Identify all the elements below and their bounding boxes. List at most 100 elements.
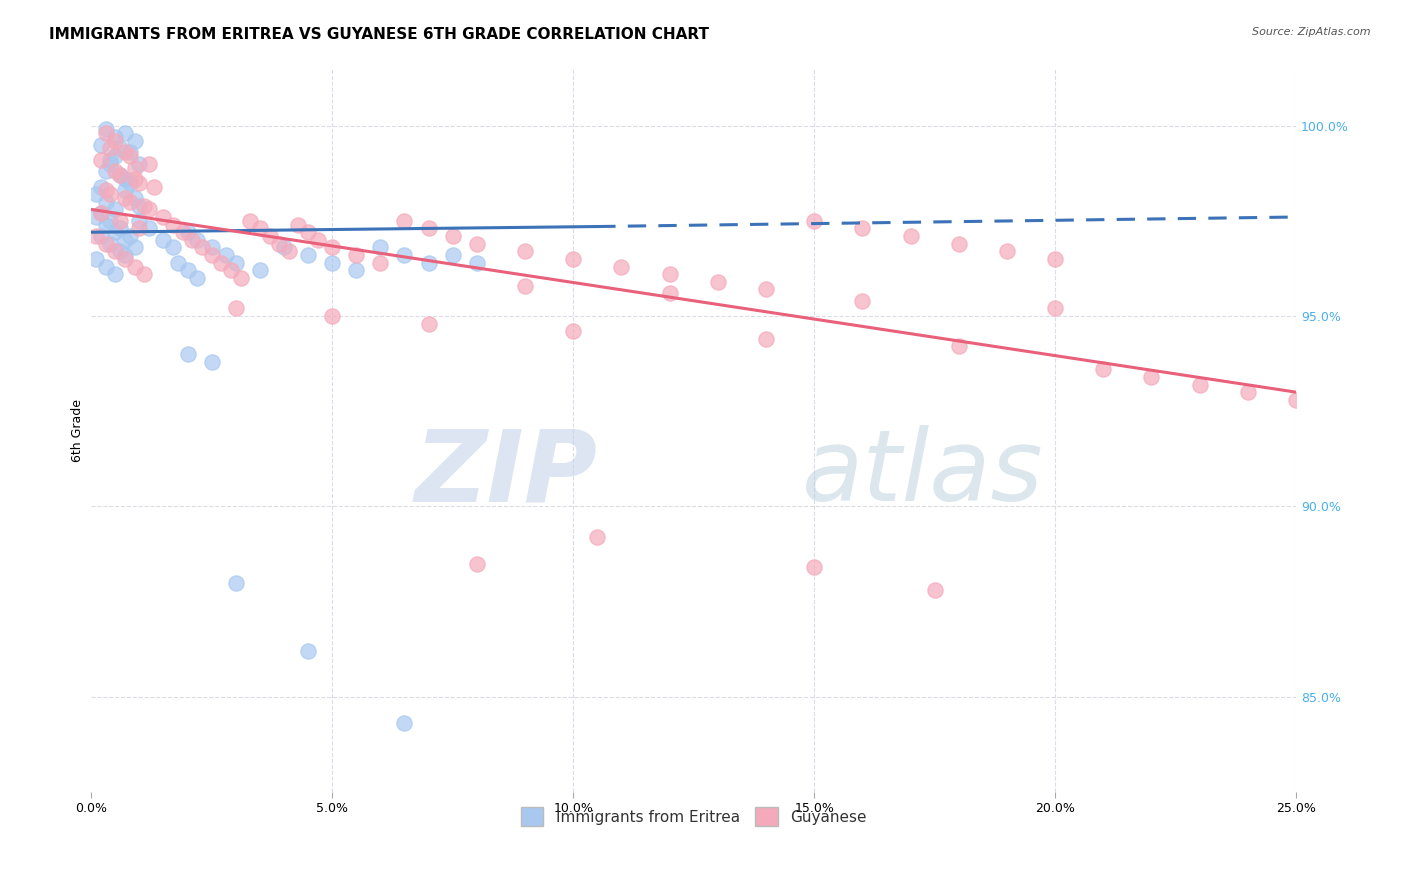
- Point: [94, 122, 117, 136]
- Point: [1140, 370, 1163, 384]
- Point: [277, 244, 299, 259]
- Point: [128, 157, 150, 171]
- Y-axis label: 6th Grade: 6th Grade: [72, 399, 84, 462]
- Point: [321, 256, 343, 270]
- Point: [128, 176, 150, 190]
- Point: [84, 187, 107, 202]
- Point: [219, 263, 242, 277]
- Point: [114, 172, 136, 186]
- Point: [104, 202, 127, 217]
- Point: [124, 191, 146, 205]
- Text: IMMIGRANTS FROM ERITREA VS GUYANESE 6TH GRADE CORRELATION CHART: IMMIGRANTS FROM ERITREA VS GUYANESE 6TH …: [49, 27, 709, 42]
- Point: [344, 248, 367, 262]
- Point: [321, 240, 343, 254]
- Point: [124, 134, 146, 148]
- Point: [100, 214, 122, 228]
- Point: [118, 145, 141, 160]
- Point: [586, 530, 609, 544]
- Point: [1043, 301, 1066, 316]
- Point: [1092, 362, 1115, 376]
- Point: [114, 126, 136, 140]
- Point: [924, 583, 946, 598]
- Point: [658, 267, 681, 281]
- Point: [297, 644, 319, 658]
- Point: [100, 153, 122, 167]
- Point: [209, 256, 232, 270]
- Point: [118, 176, 141, 190]
- Point: [191, 240, 214, 254]
- Point: [118, 229, 141, 244]
- Point: [948, 236, 970, 251]
- Point: [128, 198, 150, 212]
- Point: [152, 210, 174, 224]
- Point: [201, 354, 224, 368]
- Point: [90, 137, 112, 152]
- Point: [167, 256, 190, 270]
- Point: [114, 183, 136, 197]
- Text: ZIP: ZIP: [415, 425, 598, 522]
- Text: Source: ZipAtlas.com: Source: ZipAtlas.com: [1253, 27, 1371, 37]
- Point: [172, 225, 194, 239]
- Point: [176, 263, 198, 277]
- Point: [465, 256, 488, 270]
- Point: [94, 218, 117, 232]
- Text: atlas: atlas: [801, 425, 1043, 522]
- Point: [225, 256, 247, 270]
- Point: [215, 248, 238, 262]
- Point: [100, 187, 122, 202]
- Point: [124, 260, 146, 274]
- Legend: Immigrants from Eritrea, Guyanese: Immigrants from Eritrea, Guyanese: [512, 798, 876, 835]
- Point: [84, 229, 107, 244]
- Point: [181, 233, 204, 247]
- Point: [114, 191, 136, 205]
- Point: [128, 221, 150, 235]
- Point: [441, 229, 464, 244]
- Point: [138, 221, 160, 235]
- Point: [100, 236, 122, 251]
- Point: [513, 278, 536, 293]
- Point: [124, 240, 146, 254]
- Point: [114, 145, 136, 160]
- Point: [104, 225, 127, 239]
- Point: [104, 134, 127, 148]
- Point: [1285, 392, 1308, 407]
- Point: [321, 309, 343, 323]
- Point: [851, 293, 873, 308]
- Point: [84, 252, 107, 266]
- Point: [142, 179, 165, 194]
- Point: [114, 252, 136, 266]
- Point: [94, 194, 117, 209]
- Point: [108, 168, 131, 182]
- Point: [138, 202, 160, 217]
- Point: [84, 210, 107, 224]
- Point: [1188, 377, 1211, 392]
- Point: [239, 214, 262, 228]
- Point: [287, 218, 309, 232]
- Point: [803, 214, 825, 228]
- Point: [273, 240, 295, 254]
- Point: [162, 240, 184, 254]
- Point: [176, 347, 198, 361]
- Point: [100, 141, 122, 155]
- Point: [394, 248, 416, 262]
- Point: [995, 244, 1018, 259]
- Point: [118, 149, 141, 163]
- Point: [225, 575, 247, 590]
- Point: [186, 271, 208, 285]
- Point: [229, 271, 252, 285]
- Point: [307, 233, 329, 247]
- Point: [755, 332, 778, 346]
- Point: [948, 339, 970, 353]
- Point: [104, 267, 127, 281]
- Point: [108, 214, 131, 228]
- Point: [441, 248, 464, 262]
- Point: [94, 164, 117, 178]
- Point: [562, 252, 585, 266]
- Point: [465, 557, 488, 571]
- Point: [394, 716, 416, 731]
- Point: [162, 218, 184, 232]
- Point: [108, 221, 131, 235]
- Point: [297, 248, 319, 262]
- Point: [201, 240, 224, 254]
- Point: [100, 157, 122, 171]
